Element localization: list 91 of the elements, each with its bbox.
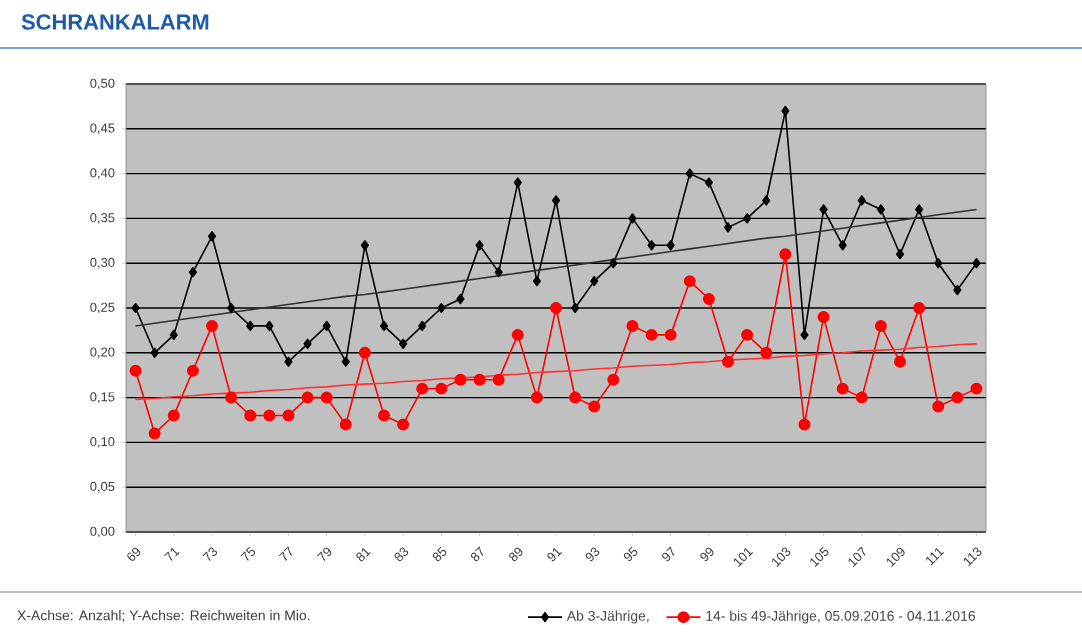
point: [779, 248, 792, 261]
point: [494, 266, 503, 278]
point: [206, 319, 218, 332]
point: [169, 329, 178, 341]
point: [360, 240, 369, 251]
point: [322, 320, 331, 332]
point: [838, 240, 847, 251]
point: [131, 302, 140, 314]
point: [456, 293, 465, 305]
point: [129, 364, 142, 377]
point: [894, 355, 906, 368]
point: [301, 391, 314, 404]
point: [819, 204, 828, 215]
point: [895, 249, 905, 260]
point: [857, 195, 866, 206]
point: [437, 302, 446, 314]
point: [607, 373, 620, 386]
point: [416, 382, 429, 395]
point: [702, 293, 715, 306]
point: [874, 319, 887, 332]
point: [683, 275, 696, 288]
point: [341, 356, 350, 367]
point: [435, 382, 448, 395]
point: [227, 302, 236, 314]
point: [628, 213, 637, 224]
point: [188, 266, 197, 278]
point: [760, 346, 773, 359]
point: [781, 105, 790, 117]
point: [513, 177, 522, 188]
point: [972, 258, 981, 269]
point: [609, 258, 618, 269]
point: [530, 391, 543, 404]
point: [475, 240, 484, 251]
point: [569, 391, 582, 404]
point: [303, 338, 312, 350]
point: [263, 409, 276, 422]
point: [244, 409, 257, 422]
point: [571, 302, 580, 314]
point: [970, 382, 983, 395]
point: [551, 195, 561, 206]
point: [645, 328, 658, 341]
point: [550, 302, 562, 314]
point: [798, 418, 811, 431]
point: [378, 409, 390, 422]
point: [186, 364, 199, 377]
point: [473, 373, 486, 386]
point: [207, 231, 217, 242]
point: [282, 409, 295, 422]
point: [418, 320, 427, 332]
point: [265, 320, 274, 332]
point: [148, 427, 161, 440]
point: [666, 240, 675, 251]
point: [855, 391, 868, 404]
point: [454, 373, 467, 386]
point: [399, 338, 408, 350]
point: [743, 213, 752, 224]
point: [492, 373, 505, 386]
point: [379, 320, 389, 332]
point: [167, 409, 180, 422]
point: [590, 275, 599, 287]
point: [150, 347, 159, 358]
point: [876, 204, 885, 215]
point: [511, 328, 524, 341]
point: [647, 240, 656, 251]
point: [664, 328, 677, 341]
point: [836, 382, 849, 395]
point: [953, 284, 962, 296]
point: [934, 258, 943, 269]
point: [532, 275, 541, 287]
point: [685, 168, 694, 179]
point: [741, 328, 754, 341]
point: [626, 319, 639, 332]
point: [817, 310, 830, 323]
point: [762, 195, 771, 206]
point: [800, 329, 809, 341]
point: [284, 356, 293, 367]
point: [722, 355, 734, 368]
point: [339, 418, 352, 431]
point: [932, 400, 945, 413]
point: [320, 391, 333, 404]
point: [358, 346, 371, 359]
point: [915, 204, 924, 215]
point: [397, 418, 410, 431]
point: [225, 391, 238, 404]
chart-title: SCHRANKALARM: [21, 14, 209, 30]
point: [723, 222, 733, 233]
point: [704, 177, 713, 188]
point: [246, 320, 255, 332]
point: [913, 302, 926, 314]
point: [588, 400, 601, 413]
point: [951, 391, 964, 404]
